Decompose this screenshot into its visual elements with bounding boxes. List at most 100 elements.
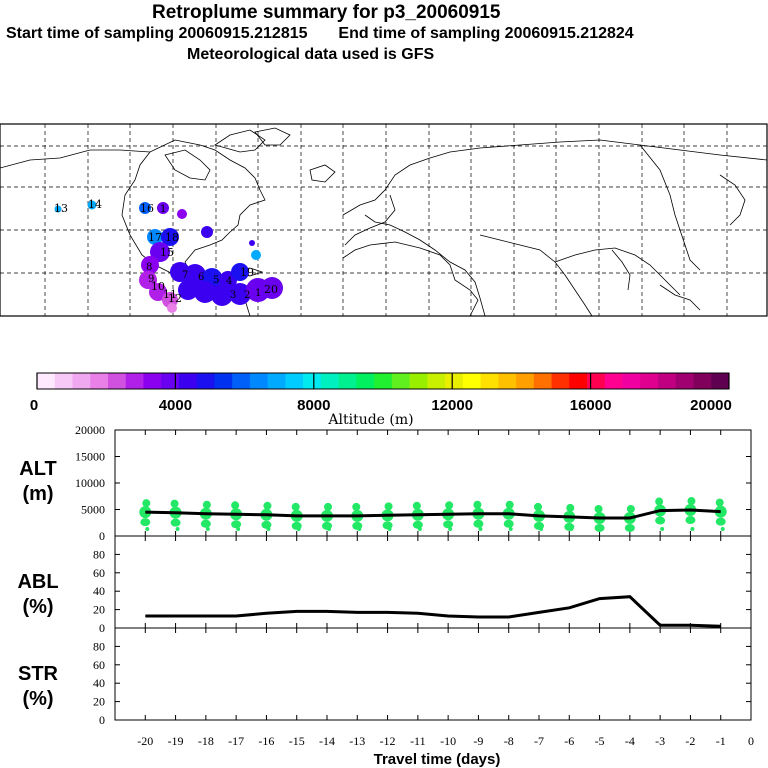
y-tick-label: 40 (93, 584, 105, 598)
x-tick-label: -14 (319, 734, 335, 748)
colorbar-tick-label: 16000 (570, 397, 612, 414)
x-tick-label: -2 (685, 734, 695, 748)
colorbar-tick-label: 4000 (159, 397, 192, 414)
y-tick-label: 20 (93, 603, 105, 617)
altitude-spread-marker (503, 519, 514, 528)
series-line (145, 595, 721, 628)
altitude-spread-marker (231, 520, 242, 529)
x-tick-label: -7 (534, 734, 544, 748)
altitude-spread-marker (594, 504, 603, 513)
altitude-spread-marker (629, 527, 634, 531)
colorbar-swatch (285, 373, 304, 389)
y-tick-label: 0 (99, 529, 105, 543)
colorbar-swatch (498, 373, 517, 389)
colorbar-swatch (356, 373, 375, 389)
altitude-spread-marker (291, 502, 300, 511)
x-tick-label: -6 (564, 734, 574, 748)
colorbar-swatch (107, 373, 127, 389)
y-tick-label: 15000 (75, 450, 105, 464)
altitude-spread-marker (714, 505, 727, 518)
colorbar-swatch (178, 373, 197, 389)
colorbar-swatch (391, 373, 410, 389)
colorbar-swatch (640, 373, 659, 389)
colorbar-swatch (711, 373, 730, 389)
panel-alt: 0 5000 10000 15000 20000 ALT (m) (19, 423, 752, 543)
altitude-spread-marker (473, 500, 482, 509)
panel-label: STR (18, 663, 59, 685)
x-tick-label: -16 (258, 734, 274, 748)
colorbar-swatch (462, 373, 481, 389)
colorbar-swatch (516, 373, 535, 389)
y-tick-label: 0 (99, 713, 105, 727)
colorbar-swatch (604, 373, 623, 389)
altitude-spread-marker (417, 527, 422, 531)
colorbar-swatch (90, 373, 109, 389)
x-tick-label: -15 (289, 734, 305, 748)
altitude-spread-marker (566, 503, 575, 512)
altitude-spread-marker (685, 516, 696, 525)
altitude-spread-marker (170, 499, 179, 508)
colorbar-swatch (675, 373, 694, 389)
y-tick-label: 60 (93, 566, 105, 580)
met-data-note: Meteorological data used is GFS (187, 46, 435, 63)
colorbar-swatch (622, 373, 641, 389)
altitude-spread-marker (715, 517, 726, 526)
y-tick-label: 80 (93, 547, 105, 561)
x-tick-label: -19 (168, 734, 184, 748)
colorbar-swatch (196, 373, 215, 389)
colorbar-swatch (587, 373, 606, 389)
altitude-spread-marker (508, 527, 513, 531)
altitude-spread-marker (478, 527, 483, 531)
y-tick-label: 40 (93, 676, 105, 690)
x-tick-label: -8 (504, 734, 514, 748)
colorbar-label: Altitude (m) (327, 412, 413, 428)
colorbar-swatch (533, 373, 552, 389)
panel-label: ALT (19, 458, 56, 480)
altitude-spread-marker (690, 527, 695, 531)
altitude-spread-marker (170, 518, 181, 527)
x-tick-label: -18 (198, 734, 214, 748)
panel-frame (114, 627, 752, 721)
x-axis-label: Travel time (days) (374, 751, 501, 768)
x-tick-label: -4 (625, 734, 635, 748)
altitude-spread-marker (505, 500, 514, 509)
panel-str: 0 20 40 60 80 STR (%) (18, 627, 752, 727)
y-tick-label: 80 (93, 639, 105, 653)
x-tick-label: -13 (349, 734, 365, 748)
panel-label: ABL (17, 571, 58, 593)
altitude-spread-marker (175, 527, 180, 531)
colorbar-swatch (267, 373, 286, 389)
colorbar-swatch (72, 373, 91, 389)
altitude-spread-marker (534, 502, 542, 511)
colorbar-tick-label: 0 (30, 397, 38, 414)
colorbar-swatch (427, 373, 446, 389)
altitude-spread-marker (539, 527, 543, 531)
colorbar-swatch (37, 373, 56, 389)
panel-unit: (m) (22, 483, 53, 505)
altitude-spread-marker (655, 497, 664, 506)
altitude-spread-marker (142, 499, 151, 508)
colorbar-tick-label: 20000 (690, 397, 732, 414)
altitude-spread-marker (352, 502, 361, 511)
series-line (145, 508, 721, 520)
start-label: Start time of sampling (6, 25, 175, 42)
colorbar-swatch (658, 373, 677, 389)
altitude-spread-marker (139, 506, 152, 519)
colorbar-swatch (54, 373, 73, 389)
colorbar-swatch (338, 373, 357, 389)
end-label: End time of sampling (338, 25, 501, 42)
altitude-spread-marker (412, 520, 423, 529)
y-tick-label: 0 (99, 621, 105, 635)
altitude-spread-marker (140, 518, 151, 527)
altitude-colorbar: 0 4000 8000 12000 16000 20000 (30, 372, 732, 414)
x-tick-label: -20 (137, 734, 153, 748)
colorbar-swatch (480, 373, 499, 389)
altitude-spread-marker (231, 501, 240, 510)
altitude-spread-marker (569, 527, 574, 531)
colorbar-swatch (445, 373, 464, 389)
start-value: 20060915.212815 (178, 25, 308, 42)
altitude-spread-marker (412, 501, 421, 510)
colorbar-swatch (569, 373, 588, 389)
y-tick-label: 60 (93, 658, 105, 672)
